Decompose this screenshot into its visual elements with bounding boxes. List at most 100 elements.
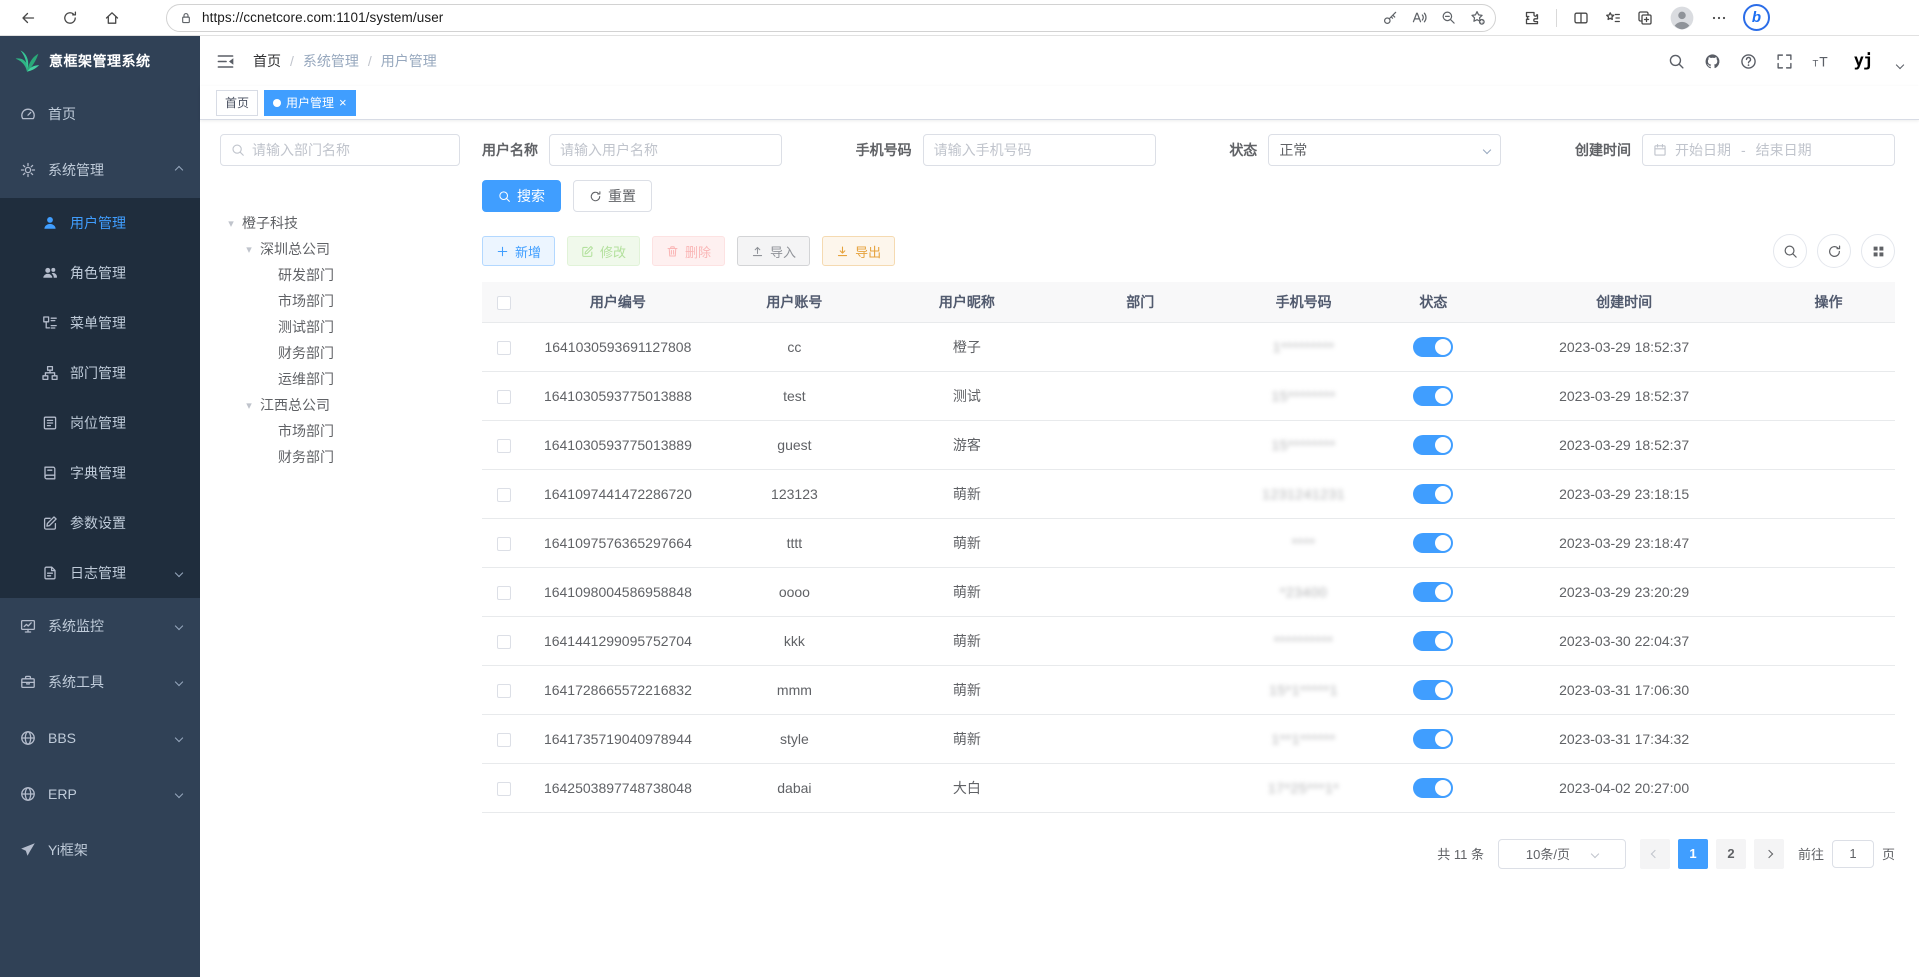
reload-icon[interactable] [56, 4, 84, 32]
copilot-icon[interactable]: b [1743, 4, 1770, 31]
tree-node-研发部门[interactable]: 研发部门 [278, 267, 334, 283]
sidebar-item-BBS[interactable]: BBS [0, 710, 200, 766]
github-icon[interactable] [1704, 53, 1721, 70]
dept-search-input[interactable] [252, 142, 449, 158]
select-all-checkbox[interactable] [497, 295, 512, 310]
sidebar-item-岗位管理[interactable]: 岗位管理 [0, 398, 200, 448]
sidebar-item-日志管理[interactable]: 日志管理 [0, 548, 200, 598]
tag-user-management[interactable]: 用户管理 × [264, 89, 356, 116]
row-checkbox[interactable] [497, 487, 512, 502]
sidebar-item-Yi框架[interactable]: Yi框架 [0, 822, 200, 878]
sidebar-fold-icon[interactable] [216, 52, 235, 71]
home-icon[interactable] [98, 4, 126, 32]
breadcrumb-system[interactable]: 系统管理 [302, 53, 359, 69]
sidebar-item-角色管理[interactable]: 角色管理 [0, 248, 200, 298]
date-range-picker[interactable]: 开始日期 - 结束日期 [1641, 134, 1895, 166]
address-bar[interactable]: https://ccnetcore.com:1101/system/user [166, 3, 1496, 32]
tree-node-深圳总公司[interactable]: ▾ 深圳总公司 [220, 236, 460, 262]
sidebar-item-系统工具[interactable]: 系统工具 [0, 654, 200, 710]
help-icon[interactable] [1740, 53, 1757, 70]
tree-node-运维部门[interactable]: 运维部门 [278, 371, 334, 387]
sidebar-item-参数设置[interactable]: 参数设置 [0, 498, 200, 548]
tree-node-橙子科技[interactable]: ▾ 橙子科技 [220, 210, 460, 236]
tree-node-财务部门[interactable]: 财务部门 [278, 345, 334, 361]
status-toggle[interactable] [1413, 728, 1454, 749]
row-checkbox[interactable] [497, 340, 512, 355]
status-toggle[interactable] [1413, 336, 1454, 357]
breadcrumb-home[interactable]: 首页 [253, 53, 281, 69]
show-search-toggle-button[interactable] [1773, 234, 1807, 268]
sidebar-item-系统监控[interactable]: 系统监控 [0, 598, 200, 654]
caret-down-icon[interactable]: ▾ [228, 217, 234, 230]
row-checkbox[interactable] [497, 683, 512, 698]
tree-node-测试部门[interactable]: 测试部门 [278, 319, 334, 335]
back-icon[interactable] [14, 4, 42, 32]
sidebar-item-系统管理[interactable]: 系统管理 [0, 142, 200, 198]
export-button[interactable]: 导出 [822, 236, 896, 266]
row-checkbox[interactable] [497, 536, 512, 551]
tag-home[interactable]: 首页 [216, 89, 259, 116]
row-checkbox[interactable] [497, 781, 512, 796]
reset-button[interactable]: 重置 [573, 180, 652, 212]
row-checkbox[interactable] [497, 438, 512, 453]
collections-icon[interactable] [1637, 10, 1653, 26]
sidebar-item-部门管理[interactable]: 部门管理 [0, 348, 200, 398]
row-checkbox[interactable] [497, 732, 512, 747]
phone-input[interactable] [933, 142, 1145, 158]
password-key-icon[interactable] [1383, 10, 1398, 25]
page-button-2[interactable]: 2 [1715, 838, 1746, 869]
chevron-down-icon[interactable] [1895, 60, 1905, 70]
search-icon[interactable] [1668, 53, 1685, 70]
split-screen-icon[interactable] [1573, 10, 1589, 26]
row-checkbox[interactable] [497, 585, 512, 600]
tree-node-市场部门[interactable]: 市场部门 [278, 293, 334, 309]
row-checkbox[interactable] [497, 389, 512, 404]
extensions-icon[interactable] [1524, 10, 1540, 26]
next-page-button[interactable] [1753, 838, 1784, 869]
sidebar-item-用户管理[interactable]: 用户管理 [0, 198, 200, 248]
more-options-icon[interactable] [1711, 10, 1727, 26]
column-settings-button[interactable] [1861, 234, 1895, 268]
tree-node-财务部门[interactable]: 财务部门 [278, 449, 334, 465]
caret-down-icon[interactable]: ▾ [246, 243, 252, 256]
tree-node-江西总公司[interactable]: ▾ 江西总公司 [220, 392, 460, 418]
logo-row[interactable]: 意框架管理系统 [0, 36, 200, 86]
user-avatar[interactable]: yj [1848, 46, 1878, 76]
url-text[interactable]: https://ccnetcore.com:1101/system/user [202, 10, 444, 25]
zoom-out-icon[interactable] [1441, 10, 1456, 25]
add-button[interactable]: 新增 [482, 236, 556, 266]
sidebar-item-菜单管理[interactable]: 菜单管理 [0, 298, 200, 348]
status-toggle[interactable] [1413, 679, 1454, 700]
tree-node-市场部门[interactable]: 市场部门 [278, 423, 334, 439]
read-aloud-icon[interactable] [1412, 10, 1427, 25]
page-size-select[interactable]: 10条/页 [1497, 838, 1626, 869]
prev-page-button[interactable] [1639, 838, 1670, 869]
import-button[interactable]: 导入 [737, 236, 811, 266]
status-toggle[interactable] [1413, 581, 1454, 602]
sidebar-item-字典管理[interactable]: 字典管理 [0, 448, 200, 498]
status-toggle[interactable] [1413, 385, 1454, 406]
status-toggle[interactable] [1413, 532, 1454, 553]
status-toggle[interactable] [1413, 434, 1454, 455]
close-icon[interactable]: × [339, 95, 347, 110]
username-input[interactable] [560, 142, 771, 158]
sidebar-item-首页[interactable]: 首页 [0, 86, 200, 142]
status-toggle[interactable] [1413, 483, 1454, 504]
favorites-bar-icon[interactable] [1605, 10, 1621, 26]
goto-page-input[interactable] [1831, 839, 1874, 868]
search-button[interactable]: 搜索 [482, 180, 561, 212]
modify-button[interactable]: 修改 [567, 236, 641, 266]
fullscreen-icon[interactable] [1776, 53, 1793, 70]
favorite-star-icon[interactable] [1470, 10, 1485, 25]
status-toggle[interactable] [1413, 777, 1454, 798]
refresh-table-button[interactable] [1817, 234, 1851, 268]
page-button-1[interactable]: 1 [1677, 838, 1708, 869]
row-checkbox[interactable] [497, 634, 512, 649]
status-select[interactable]: 正常 [1268, 134, 1502, 166]
delete-button[interactable]: 删除 [652, 236, 726, 266]
caret-down-icon[interactable]: ▾ [246, 399, 252, 412]
browser-profile-avatar[interactable] [1669, 5, 1695, 31]
sidebar-item-ERP[interactable]: ERP [0, 766, 200, 822]
status-toggle[interactable] [1413, 630, 1454, 651]
